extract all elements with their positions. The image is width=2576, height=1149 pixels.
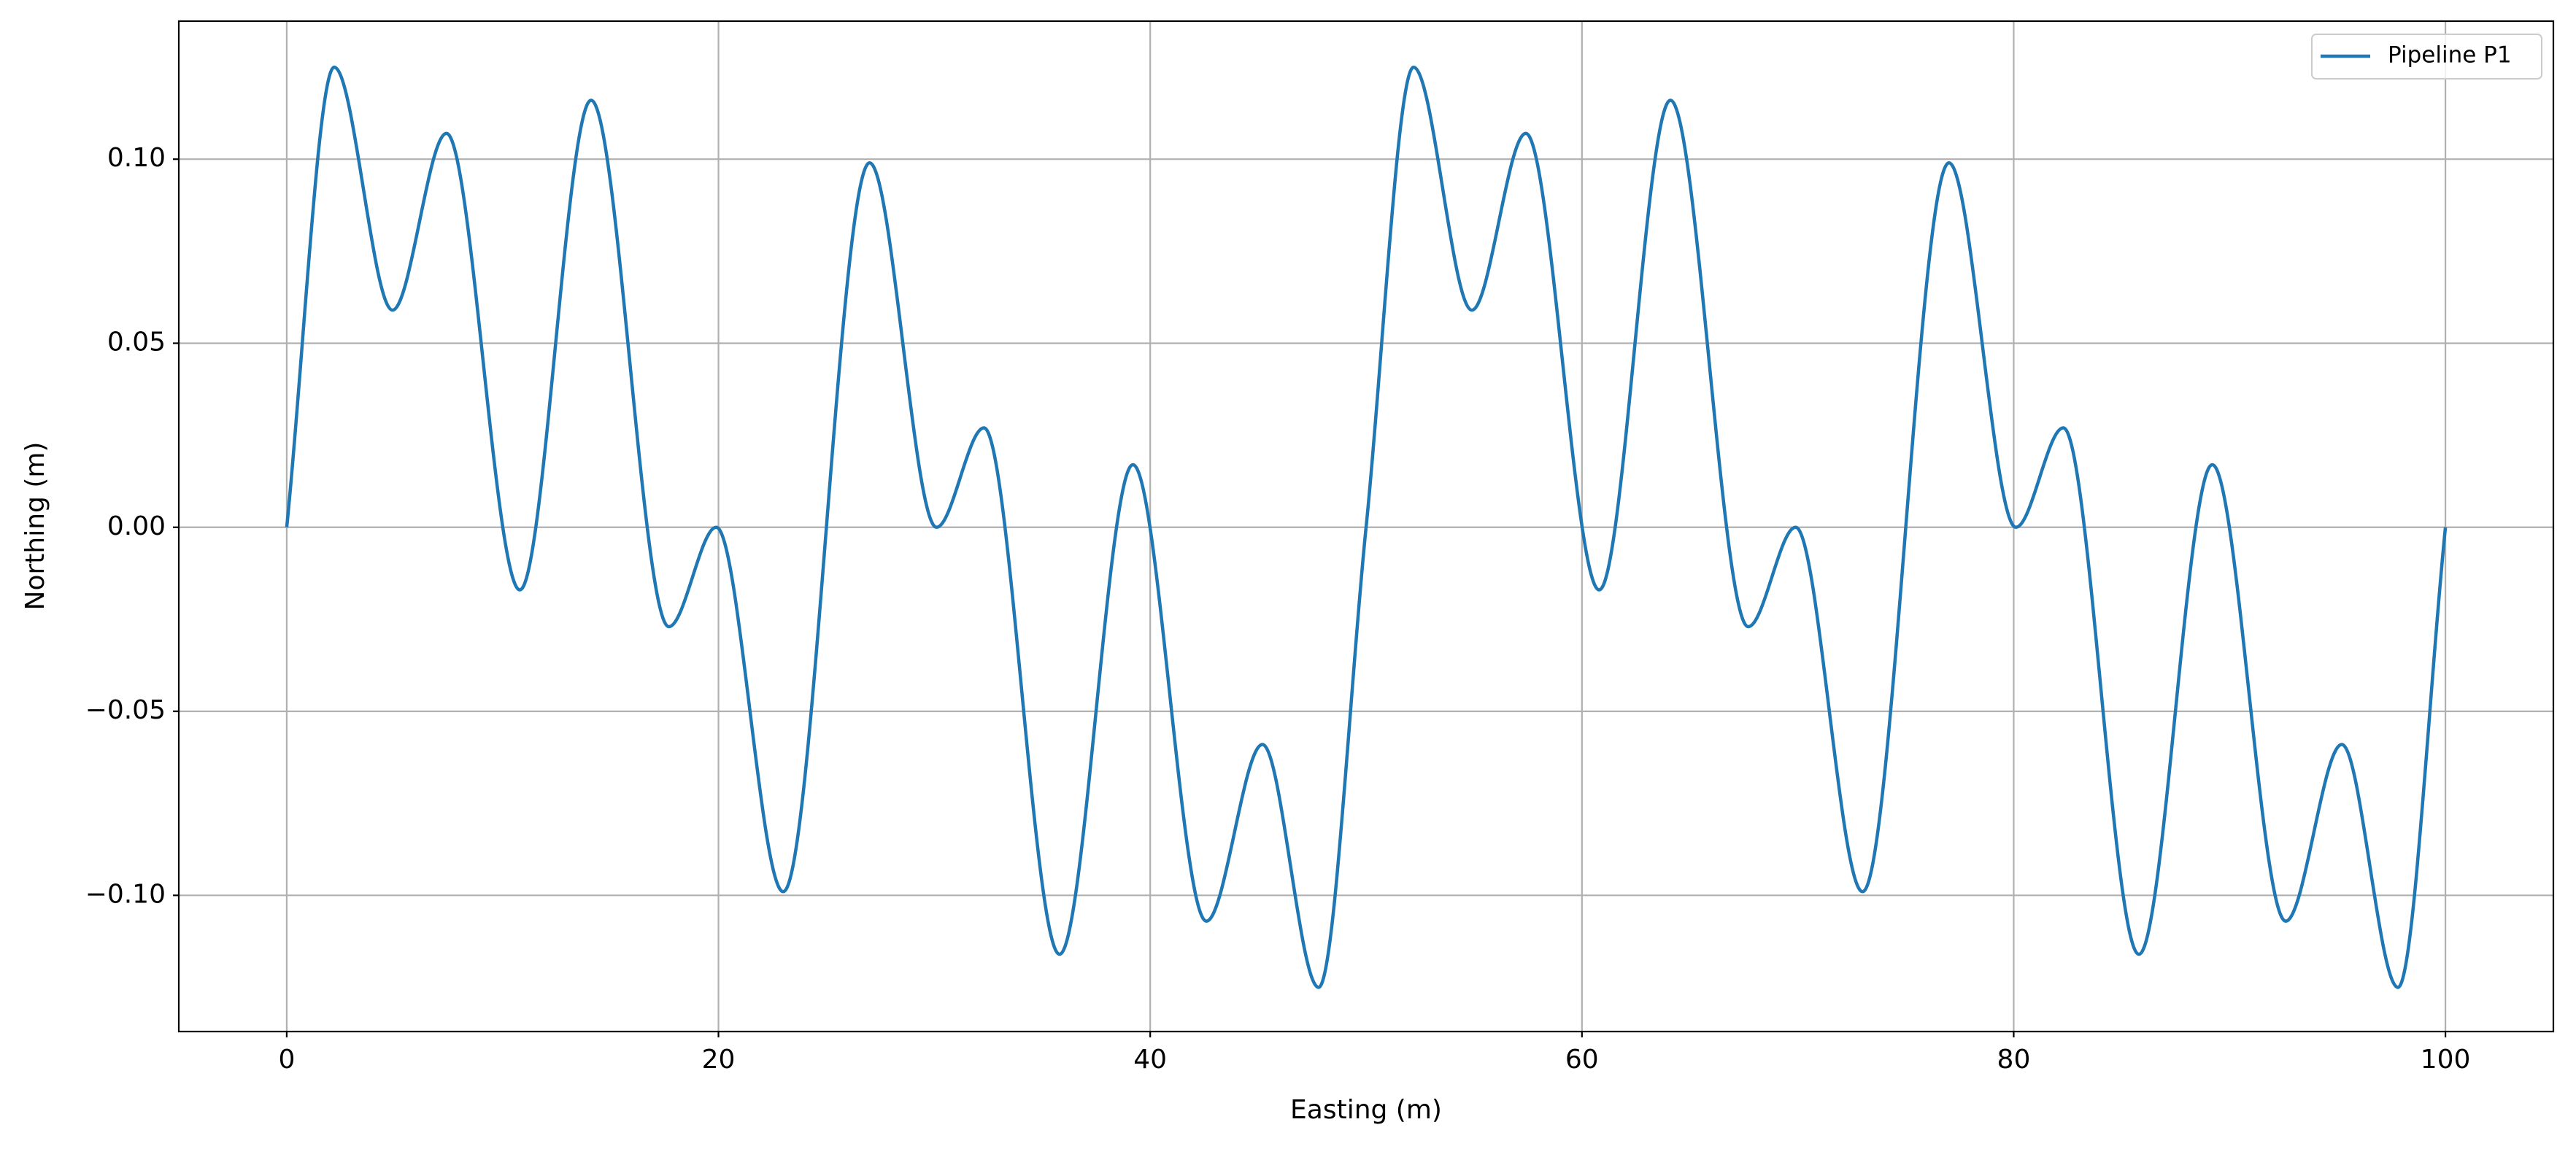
legend-box (2311, 34, 2542, 80)
x-tick-label: 60 (1565, 1045, 1599, 1075)
y-axis-label: Northing (m) (20, 442, 50, 611)
y-tick-label: −0.05 (85, 695, 166, 725)
y-tick-label: 0.10 (107, 143, 166, 173)
data-line (285, 65, 2448, 989)
x-tick-label: 20 (702, 1045, 736, 1075)
legend-label: Pipeline P1 (2388, 42, 2512, 69)
y-tick-label: −0.10 (85, 879, 166, 909)
x-tick-label: 100 (2421, 1045, 2471, 1075)
x-tick-label: 0 (278, 1045, 295, 1075)
y-tick-label: 0.05 (107, 327, 166, 357)
axes-frame (177, 20, 2555, 1033)
x-tick-label: 80 (1997, 1045, 2031, 1075)
x-tick-label: 40 (1133, 1045, 1167, 1075)
y-tick-label: 0.00 (107, 511, 166, 541)
x-axis-label: Easting (m) (1290, 1095, 1442, 1125)
